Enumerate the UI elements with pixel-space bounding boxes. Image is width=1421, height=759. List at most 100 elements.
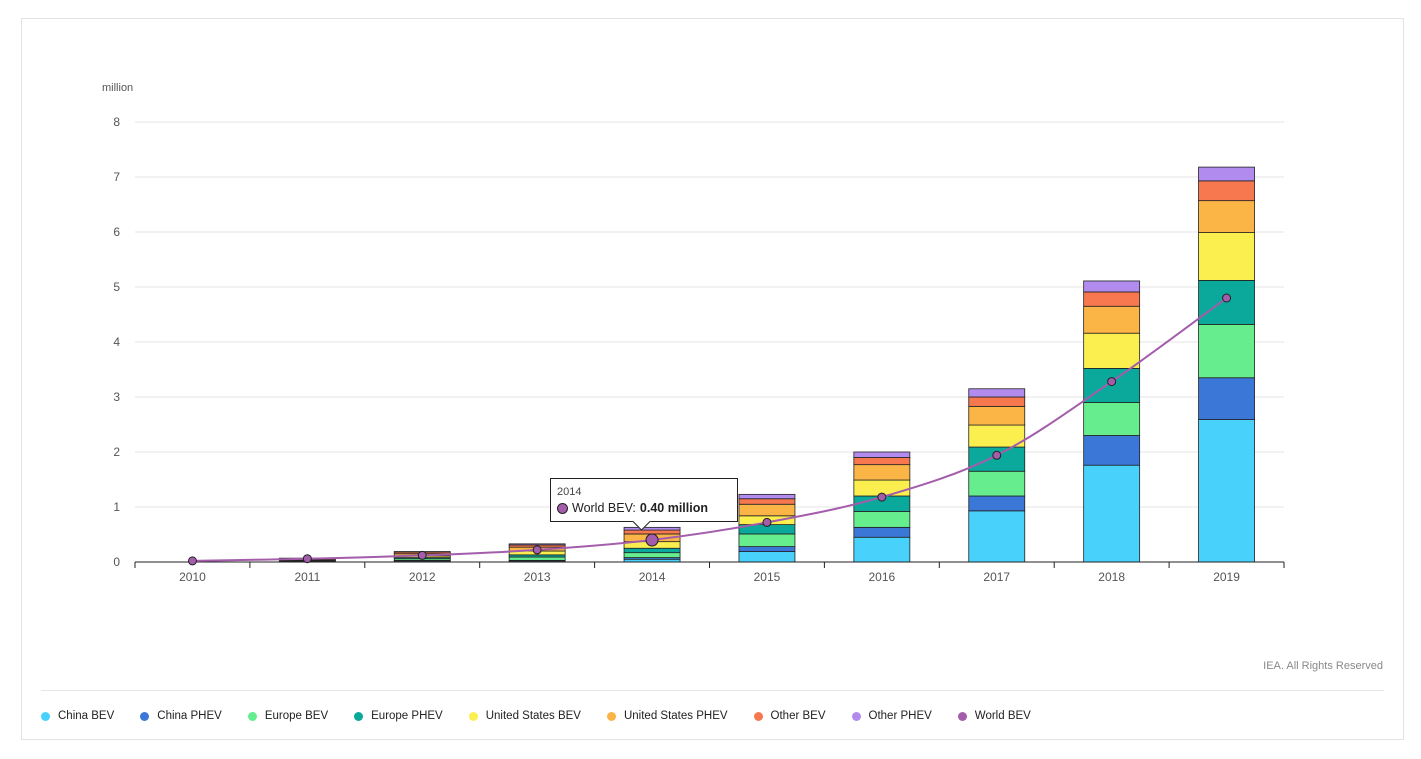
legend-item[interactable]: Europe BEV xyxy=(247,710,329,722)
bar-segment[interactable] xyxy=(508,543,566,546)
legend-label: World BEV xyxy=(974,710,1031,722)
world-bev-point[interactable] xyxy=(645,533,659,547)
bar-segment[interactable] xyxy=(623,552,681,559)
bar-segment[interactable] xyxy=(968,405,1026,426)
bar-segment[interactable] xyxy=(1198,180,1255,202)
world-bev-point[interactable] xyxy=(1107,377,1117,387)
bar-segment[interactable] xyxy=(623,529,681,535)
world-bev-point[interactable] xyxy=(992,450,1002,460)
world-bev-point[interactable] xyxy=(877,492,887,502)
bar-segment[interactable] xyxy=(853,457,911,466)
bar-segment[interactable] xyxy=(1083,464,1141,563)
legend-item[interactable]: Other PHEV xyxy=(851,710,932,722)
legend-dot-icon xyxy=(851,711,861,721)
legend-item[interactable]: China BEV xyxy=(41,710,114,722)
legend-item[interactable]: Other BEV xyxy=(753,710,826,722)
y-tick-label: 4 xyxy=(113,335,120,349)
y-tick-label: 0 xyxy=(113,555,120,569)
y-tick-label: 3 xyxy=(113,390,120,404)
legend-item[interactable]: China PHEV xyxy=(140,710,222,722)
legend-label: Europe PHEV xyxy=(371,710,443,722)
world-bev-point[interactable] xyxy=(187,556,197,566)
bar-segment[interactable] xyxy=(853,510,911,528)
y-tick-label: 1 xyxy=(113,500,120,514)
bar-segment[interactable] xyxy=(1198,323,1255,379)
y-tick-label: 7 xyxy=(113,170,120,184)
x-tick-label: 2016 xyxy=(868,570,895,584)
legend-dot-icon xyxy=(957,711,967,721)
bar-segment[interactable] xyxy=(508,556,566,561)
bar-segment[interactable] xyxy=(1198,377,1255,420)
bar-segment[interactable] xyxy=(738,551,796,563)
y-axis-unit-label: million xyxy=(102,82,133,94)
world-bev-point[interactable] xyxy=(302,554,312,564)
y-tick-label: 8 xyxy=(113,115,120,129)
legend-label: United States BEV xyxy=(485,710,581,722)
legend-dot-icon xyxy=(354,711,364,721)
legend-dot-icon xyxy=(606,711,616,721)
y-tick-label: 2 xyxy=(113,445,120,459)
chart-frame xyxy=(21,18,1404,740)
tooltip: 2014 World BEV: 0.40 million xyxy=(550,478,738,531)
world-bev-point[interactable] xyxy=(1222,293,1232,303)
legend-item[interactable]: World BEV xyxy=(957,710,1031,722)
bar-segment[interactable] xyxy=(1198,232,1255,281)
bar-segment[interactable] xyxy=(853,526,911,538)
x-tick-label: 2017 xyxy=(983,570,1010,584)
tooltip-value: 0.40 million xyxy=(639,501,709,515)
bar-segment[interactable] xyxy=(1083,305,1141,334)
bar-segment[interactable] xyxy=(853,536,911,563)
y-tick-label: 6 xyxy=(113,225,120,239)
tooltip-year: 2014 xyxy=(557,486,582,498)
tooltip-marker-icon xyxy=(557,502,568,514)
legend-dot-icon xyxy=(468,711,478,721)
bar-segment[interactable] xyxy=(853,451,911,458)
bar-segment[interactable] xyxy=(968,510,1026,563)
x-tick-label: 2013 xyxy=(524,570,551,584)
credit-text: IEA. All Rights Reserved xyxy=(1263,660,1383,672)
tooltip-series-label: World BEV: xyxy=(572,501,636,515)
bar-segment[interactable] xyxy=(738,546,796,552)
bar-segment[interactable] xyxy=(1083,402,1141,436)
bar-segment[interactable] xyxy=(968,396,1026,407)
bar-segment[interactable] xyxy=(738,533,796,548)
bar-segment[interactable] xyxy=(853,464,911,481)
bar-segment[interactable] xyxy=(968,388,1026,398)
bar-segment[interactable] xyxy=(738,503,796,517)
world-bev-point[interactable] xyxy=(762,517,772,527)
bar-segment[interactable] xyxy=(1083,291,1141,307)
bar-segment[interactable] xyxy=(1083,435,1141,466)
bar-segment[interactable] xyxy=(1198,166,1255,182)
legend-item[interactable]: United States BEV xyxy=(468,710,581,722)
bar-segment[interactable] xyxy=(1083,280,1141,293)
bar-segment[interactable] xyxy=(1083,367,1141,403)
legend: China BEV China PHEV Europe BEV Europe PHEV… xyxy=(41,708,1057,724)
legend-label: United States PHEV xyxy=(623,710,728,722)
bar-segment[interactable] xyxy=(968,470,1026,497)
legend-label: Other BEV xyxy=(770,710,826,722)
bar-segment[interactable] xyxy=(1083,332,1141,369)
legend-item[interactable]: United States PHEV xyxy=(606,710,728,722)
bar-segment[interactable] xyxy=(1198,419,1255,563)
legend-item[interactable]: Europe PHEV xyxy=(354,710,443,722)
y-tick-label: 5 xyxy=(113,280,120,294)
world-bev-line xyxy=(192,297,1228,562)
legend-divider xyxy=(41,690,1384,691)
legend-dot-icon xyxy=(41,711,50,721)
x-tick-label: 2012 xyxy=(409,570,436,584)
legend-label: Europe BEV xyxy=(264,710,329,722)
bar-segment[interactable] xyxy=(738,493,796,500)
bar-segment[interactable] xyxy=(1198,200,1255,233)
world-bev-point[interactable] xyxy=(417,550,427,560)
bar-segment[interactable] xyxy=(968,495,1026,512)
bar-segment[interactable] xyxy=(738,498,796,505)
bar-segment[interactable] xyxy=(623,526,681,531)
bar-segment[interactable] xyxy=(623,547,681,554)
x-tick-label: 2011 xyxy=(294,570,320,584)
x-tick-label: 2014 xyxy=(639,570,666,584)
x-tick-label: 2015 xyxy=(754,570,781,584)
world-bev-point[interactable] xyxy=(532,545,542,555)
stacked-bar-chart: million 0 1 2 3 4 5 6 7 8 2010 2011 2012 2013 2014 2015… xyxy=(102,82,1285,584)
legend-dot-icon xyxy=(247,711,257,721)
tooltip-line: World BEV: 0.40 million xyxy=(557,501,708,515)
